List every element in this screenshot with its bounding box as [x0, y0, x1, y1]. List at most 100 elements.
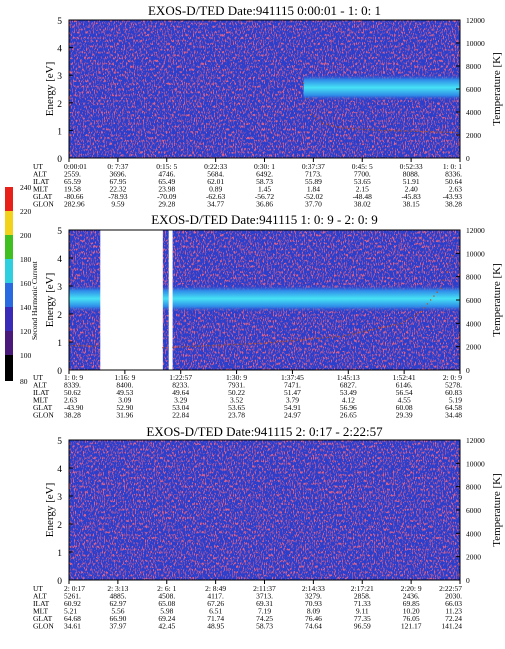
table-cell: 50.64: [445, 177, 462, 186]
temperature-point: [328, 336, 331, 339]
table-cell: 2: 6: 1: [157, 584, 176, 593]
temperature-point: [364, 128, 367, 131]
temperature-point: [410, 316, 412, 319]
table-cell: 67.95: [109, 177, 126, 186]
table-cell: 77.35: [354, 614, 371, 623]
temperature-point: [296, 339, 298, 341]
y2-tick-label: 4000: [466, 529, 481, 538]
table-cell: 9.11: [356, 607, 369, 616]
table-cell: 0:45: 5: [352, 162, 373, 171]
table-cell: -48.48: [353, 192, 373, 201]
table-cell: 0:22:33: [204, 162, 227, 171]
temperature-point: [299, 339, 302, 341]
temperature-point: [358, 128, 360, 130]
temperature-point: [254, 342, 256, 345]
temperature-point: [234, 343, 236, 346]
y2-tick-label: 6000: [466, 296, 481, 305]
temperature-point: [456, 131, 458, 134]
temperature-point: [325, 123, 328, 125]
table-cell: 5.56: [111, 607, 124, 616]
row-label: MLT: [33, 185, 49, 194]
table-cell: 49.53: [116, 388, 133, 397]
table-cell: 34.61: [64, 622, 81, 631]
temperature-point: [306, 338, 308, 341]
table-cell: 62.01: [207, 177, 224, 186]
table-cell: 56.96: [340, 403, 357, 412]
table-cell: -56.72: [255, 192, 275, 201]
temperature-point: [81, 345, 83, 347]
table-cell: 2: 8:49: [205, 584, 226, 593]
temperature-point: [273, 341, 275, 343]
table-cell: 3713.: [256, 592, 273, 601]
y-tick-label: 3: [57, 493, 62, 503]
temperature-point: [240, 343, 243, 345]
table-cell: 6146.: [396, 381, 413, 390]
table-cell: 5261.: [64, 592, 81, 601]
table-cell: 70.93: [305, 599, 322, 608]
temperature-point: [452, 254, 454, 257]
colorbar-seg-140: [5, 283, 13, 307]
table-cell: 1:22:57: [169, 373, 192, 382]
table-cell: 23.98: [158, 185, 175, 194]
temperature-point: [452, 131, 455, 134]
temperature-point: [371, 129, 373, 131]
temperature-point: [325, 336, 328, 339]
row-label: MLT: [33, 607, 49, 616]
temperature-point: [172, 346, 174, 349]
row-label: UT: [33, 584, 43, 593]
table-cell: 71.33: [354, 599, 371, 608]
temperature-point: [332, 336, 334, 338]
table-cell: 22.84: [172, 411, 189, 420]
table-cell: 7931.: [228, 381, 245, 390]
temperature-point: [351, 127, 354, 130]
row-label: ILAT: [33, 599, 50, 608]
temperature-point: [208, 344, 210, 347]
temperature-point: [361, 331, 363, 333]
y-tick-label: 2: [57, 311, 62, 321]
table-cell: 62.97: [109, 599, 126, 608]
table-cell: 69.85: [403, 599, 420, 608]
y-tick-label: 4: [57, 45, 62, 55]
row-label: ALT: [33, 592, 47, 601]
table-cell: 38.28: [445, 200, 462, 209]
table-cell: 53.65: [228, 403, 245, 412]
table-cell: 1: 0: 9: [64, 373, 83, 382]
table-cell: 0.89: [209, 185, 222, 194]
colorbar-tick: 180: [20, 255, 32, 264]
colorbar-tick: 160: [20, 279, 32, 288]
table-cell: 58.73: [256, 622, 273, 631]
temperature-point: [306, 98, 309, 100]
temperature-point: [394, 130, 396, 132]
temperature-point: [407, 318, 409, 321]
y2-tick-label: 0: [466, 576, 470, 585]
table-cell: -43.90: [64, 403, 84, 412]
y2-tick-label: 2000: [466, 343, 481, 352]
temperature-point: [433, 131, 435, 133]
table-cell: 2.15: [356, 185, 369, 194]
y-tick-label: 5: [57, 437, 62, 447]
colorbar-tick: 140: [20, 303, 32, 312]
temperature-point: [420, 310, 422, 313]
table-cell: 65.08: [158, 599, 175, 608]
colorbar-seg-160: [5, 259, 13, 283]
table-cell: 76.05: [403, 614, 420, 623]
table-cell: 1.84: [307, 185, 320, 194]
table-cell: 53.65: [354, 177, 371, 186]
y-tick-label: 1: [57, 549, 62, 559]
temperature-point: [442, 279, 445, 281]
temperature-point: [332, 125, 334, 127]
table-cell: 48.95: [207, 622, 224, 631]
table-cell: 8.09: [307, 607, 320, 616]
table-cell: 34.48: [445, 411, 462, 420]
table-cell: 2:11:37: [253, 584, 276, 593]
temperature-point: [315, 337, 318, 340]
y-tick-label: 0: [57, 367, 62, 377]
row-label: ALT: [33, 381, 47, 390]
table-cell: 1:37:45: [281, 373, 304, 382]
temperature-point: [423, 130, 425, 133]
row-label: GLAT: [33, 614, 53, 623]
temperature-point: [165, 346, 167, 349]
table-cell: 36.86: [256, 200, 273, 209]
row-label: GLAT: [33, 403, 53, 412]
